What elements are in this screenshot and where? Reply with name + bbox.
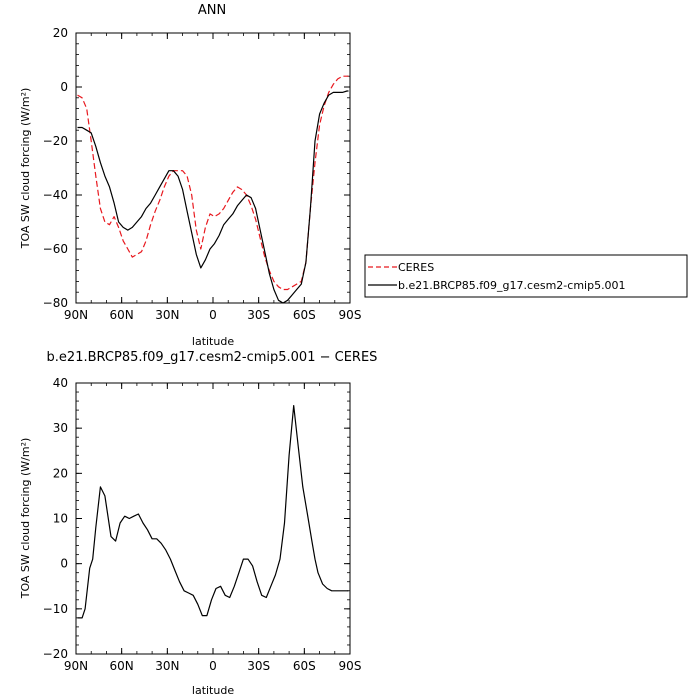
- bottom-panel-y-axis-label: TOA SW cloud forcing (W/m²): [19, 438, 32, 600]
- series-line-ceres: [77, 75, 349, 291]
- series-line-difference-0: [77, 405, 349, 619]
- x-tick-label: 90S: [339, 308, 362, 322]
- x-tick-label: 90N: [64, 659, 88, 673]
- top-panel-x-tick-labels: 90N 60N 30N 0 30S 60S 90S: [64, 308, 362, 322]
- y-tick-label: 0: [60, 80, 68, 94]
- y-tick-label: 20: [53, 26, 68, 40]
- y-tick-label: 40: [53, 376, 68, 390]
- bottom-panel-x-tick-labels: 90N 60N 30N 0 30S 60S 90S: [64, 659, 362, 673]
- y-tick-label: −60: [43, 242, 68, 256]
- top-panel-series: [77, 75, 349, 304]
- legend: CERES b.e21.BRCP85.f09_g17.cesm2-cmip5.0…: [364, 254, 688, 298]
- x-tick-label: 0: [209, 308, 217, 322]
- x-tick-label: 60N: [110, 659, 134, 673]
- top-panel-y-axis-label: TOA SW cloud forcing (W/m²): [19, 88, 32, 250]
- y-tick-label: 0: [60, 557, 68, 571]
- x-tick-label: 0: [209, 659, 217, 673]
- bottom-panel-title: b.e21.BRCP85.f09_g17.cesm2-cmip5.001 − C…: [47, 350, 378, 365]
- bottom-panel-y-tick-labels: −20 −10 0 10 20 30 40: [43, 376, 68, 661]
- y-tick-label: −40: [43, 188, 68, 202]
- series-line-b-e21-brcp85-f09-g17-cesm2-cmip5-001: [77, 90, 349, 304]
- x-tick-label: 30N: [155, 308, 179, 322]
- top-panel-frame: [75, 32, 351, 304]
- legend-box: [364, 254, 688, 298]
- y-tick-label: 10: [53, 512, 68, 526]
- top-panel-title: ANN: [198, 3, 226, 18]
- x-tick-label: 60S: [293, 659, 316, 673]
- top-panel-ticks: [75, 32, 351, 304]
- x-tick-label: 30N: [155, 659, 179, 673]
- y-tick-label: −10: [43, 602, 68, 616]
- legend-label-ceres: CERES: [398, 261, 434, 274]
- bottom-panel: b.e21.BRCP85.f09_g17.cesm2-cmip5.001 − C…: [19, 350, 377, 697]
- y-tick-label: −80: [43, 296, 68, 310]
- x-tick-label: 30S: [247, 308, 270, 322]
- bottom-panel-ticks: [75, 382, 351, 655]
- y-tick-label: 20: [53, 466, 68, 480]
- top-panel-x-axis-label: latitude: [192, 335, 234, 348]
- y-tick-label: 30: [53, 421, 68, 435]
- x-tick-label: 90N: [64, 308, 88, 322]
- y-tick-label: −20: [43, 134, 68, 148]
- top-panel-y-tick-labels: −80 −60 −40 −20 0 20: [43, 26, 68, 310]
- x-tick-label: 60S: [293, 308, 316, 322]
- bottom-panel-series: [77, 405, 349, 619]
- x-tick-label: 60N: [110, 308, 134, 322]
- y-tick-label: −20: [43, 647, 68, 661]
- x-tick-label: 90S: [339, 659, 362, 673]
- bottom-panel-frame: [75, 382, 351, 655]
- legend-label-model: b.e21.BRCP85.f09_g17.cesm2-cmip5.001: [398, 279, 626, 292]
- bottom-panel-x-axis-label: latitude: [192, 684, 234, 697]
- x-tick-label: 30S: [247, 659, 270, 673]
